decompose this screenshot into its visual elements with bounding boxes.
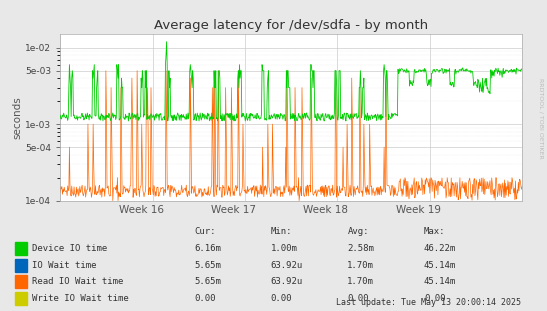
Text: RRDTOOL / TOBI OETIKER: RRDTOOL / TOBI OETIKER: [538, 78, 543, 159]
Text: Week 19: Week 19: [396, 205, 441, 215]
Text: 5.65m: 5.65m: [194, 277, 221, 286]
Text: 1.70m: 1.70m: [347, 261, 374, 270]
Text: Avg:: Avg:: [347, 227, 369, 236]
Bar: [15, 292, 27, 304]
Text: Device IO time: Device IO time: [32, 244, 107, 253]
Text: Week 18: Week 18: [304, 205, 348, 215]
Text: Week 17: Week 17: [211, 205, 256, 215]
Text: Min:: Min:: [271, 227, 292, 236]
Text: 1.00m: 1.00m: [271, 244, 298, 253]
Text: Week 16: Week 16: [119, 205, 164, 215]
Bar: [15, 242, 27, 255]
Text: Max:: Max:: [424, 227, 445, 236]
Text: 0.00: 0.00: [347, 294, 369, 303]
Text: 46.22m: 46.22m: [424, 244, 456, 253]
Text: 45.14m: 45.14m: [424, 277, 456, 286]
Bar: [15, 259, 27, 272]
Text: Last update: Tue May 13 20:00:14 2025: Last update: Tue May 13 20:00:14 2025: [336, 298, 521, 307]
Text: 1.70m: 1.70m: [347, 277, 374, 286]
Text: Write IO Wait time: Write IO Wait time: [32, 294, 129, 303]
Bar: [15, 275, 27, 288]
Text: 5.65m: 5.65m: [194, 261, 221, 270]
Text: 0.00: 0.00: [424, 294, 445, 303]
Text: 63.92u: 63.92u: [271, 261, 303, 270]
Y-axis label: seconds: seconds: [12, 96, 22, 139]
Text: 0.00: 0.00: [271, 294, 292, 303]
Text: 45.14m: 45.14m: [424, 261, 456, 270]
Text: Read IO Wait time: Read IO Wait time: [32, 277, 123, 286]
Text: 6.16m: 6.16m: [194, 244, 221, 253]
Title: Average latency for /dev/sdfa - by month: Average latency for /dev/sdfa - by month: [154, 19, 428, 32]
Text: Cur:: Cur:: [194, 227, 216, 236]
Text: 0.00: 0.00: [194, 294, 216, 303]
Text: 63.92u: 63.92u: [271, 277, 303, 286]
Text: 2.58m: 2.58m: [347, 244, 374, 253]
Text: IO Wait time: IO Wait time: [32, 261, 96, 270]
